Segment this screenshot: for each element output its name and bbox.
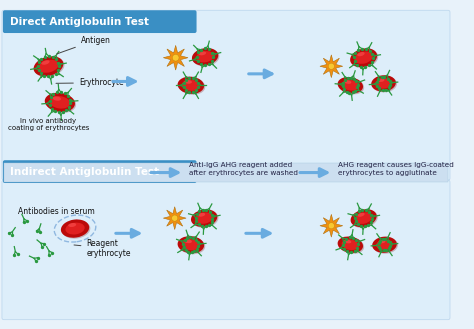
Ellipse shape xyxy=(65,223,85,235)
Ellipse shape xyxy=(195,213,213,224)
FancyBboxPatch shape xyxy=(3,10,197,33)
Ellipse shape xyxy=(372,237,397,253)
Text: AHG reagent causes IgG-coated
erythrocytes to agglutinate: AHG reagent causes IgG-coated erythrocyt… xyxy=(338,162,454,176)
Ellipse shape xyxy=(191,209,217,227)
Ellipse shape xyxy=(342,80,359,90)
Ellipse shape xyxy=(352,210,378,228)
Text: Direct Antiglobulin Test: Direct Antiglobulin Test xyxy=(10,17,149,27)
Ellipse shape xyxy=(379,240,385,243)
Ellipse shape xyxy=(45,93,75,112)
Ellipse shape xyxy=(376,240,393,250)
Polygon shape xyxy=(164,207,186,230)
Ellipse shape xyxy=(182,80,200,91)
Ellipse shape xyxy=(50,96,70,109)
Ellipse shape xyxy=(337,77,363,93)
Ellipse shape xyxy=(61,219,89,238)
Ellipse shape xyxy=(34,56,64,76)
Circle shape xyxy=(172,215,178,221)
Ellipse shape xyxy=(179,78,205,95)
Ellipse shape xyxy=(355,212,373,224)
Ellipse shape xyxy=(339,78,364,94)
FancyBboxPatch shape xyxy=(2,180,450,320)
Ellipse shape xyxy=(193,49,219,66)
Ellipse shape xyxy=(350,48,377,67)
Ellipse shape xyxy=(339,238,364,254)
Ellipse shape xyxy=(62,220,91,239)
Text: Indirect Antiglobulin Test: Indirect Antiglobulin Test xyxy=(10,166,160,177)
Circle shape xyxy=(328,223,335,229)
Ellipse shape xyxy=(184,240,192,243)
Text: Antigen: Antigen xyxy=(57,36,110,54)
Ellipse shape xyxy=(344,80,351,84)
Ellipse shape xyxy=(337,237,363,253)
Polygon shape xyxy=(320,55,343,78)
Circle shape xyxy=(172,54,179,61)
Ellipse shape xyxy=(179,237,205,254)
Ellipse shape xyxy=(192,48,218,65)
Ellipse shape xyxy=(373,76,397,92)
Text: Anti-IgG AHG reagent added
after erythrocytes are washed: Anti-IgG AHG reagent added after erythro… xyxy=(189,162,298,176)
FancyBboxPatch shape xyxy=(3,160,197,183)
Polygon shape xyxy=(164,45,188,70)
Ellipse shape xyxy=(378,78,384,82)
Ellipse shape xyxy=(41,60,50,65)
Bar xyxy=(4,163,448,182)
Ellipse shape xyxy=(46,94,76,113)
FancyBboxPatch shape xyxy=(2,10,450,180)
Text: Antibodies in serum: Antibodies in serum xyxy=(18,207,95,216)
Text: Reagent
erythrocyte: Reagent erythrocyte xyxy=(74,239,131,258)
Ellipse shape xyxy=(351,49,378,68)
Ellipse shape xyxy=(355,52,373,64)
Ellipse shape xyxy=(184,80,192,84)
Ellipse shape xyxy=(178,236,204,253)
Ellipse shape xyxy=(344,240,351,243)
Ellipse shape xyxy=(199,51,206,55)
Ellipse shape xyxy=(68,223,76,227)
Ellipse shape xyxy=(342,239,359,250)
Ellipse shape xyxy=(35,57,64,77)
Text: Erythrocyte: Erythrocyte xyxy=(56,78,123,87)
Ellipse shape xyxy=(196,51,214,63)
Ellipse shape xyxy=(375,78,392,89)
Ellipse shape xyxy=(38,60,59,73)
Ellipse shape xyxy=(178,77,204,94)
Ellipse shape xyxy=(192,210,219,228)
Ellipse shape xyxy=(357,213,365,217)
Ellipse shape xyxy=(53,96,61,101)
Text: In vivo antibody
coating of erythrocytes: In vivo antibody coating of erythrocytes xyxy=(8,117,89,131)
Ellipse shape xyxy=(374,238,398,254)
Ellipse shape xyxy=(182,239,200,250)
Ellipse shape xyxy=(198,213,205,217)
Ellipse shape xyxy=(351,209,377,227)
Ellipse shape xyxy=(371,75,396,91)
Circle shape xyxy=(328,63,335,69)
Ellipse shape xyxy=(357,52,365,56)
Polygon shape xyxy=(320,214,343,237)
